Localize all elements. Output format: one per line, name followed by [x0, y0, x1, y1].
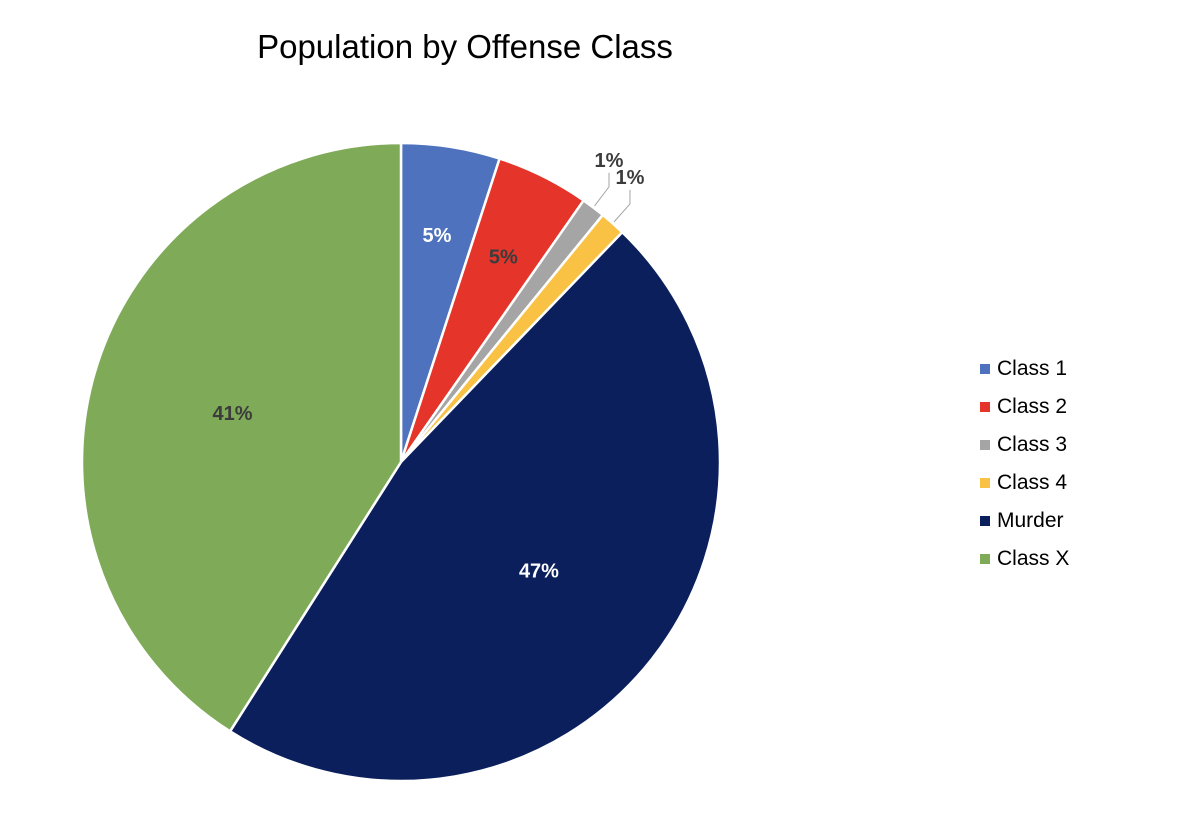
legend-swatch: [980, 554, 990, 564]
slice-label-murder: 47%: [519, 560, 559, 582]
legend-swatch: [980, 402, 990, 412]
legend-label: Murder: [997, 509, 1064, 532]
legend-swatch: [980, 364, 990, 374]
legend: Class 1 Class 2 Class 3 Class 4 Murder Class …: [980, 350, 1069, 578]
leader-line-class-4: [613, 189, 631, 223]
legend-label: Class X: [997, 547, 1070, 570]
pie-slice-class-x: [80, 141, 403, 733]
legend-label: Class 3: [997, 433, 1068, 456]
slice-label-class-1: 5%: [422, 225, 451, 247]
slice-label-class-x: 41%: [213, 403, 253, 425]
legend-item-murder: Murder: [980, 502, 1069, 540]
chart-title: Population by Offense Class: [257, 28, 673, 65]
pie-chart: 5% 5% 1%1% 47% 41%: [80, 141, 722, 783]
leader-line-class-3: [594, 172, 610, 207]
legend-item-class-3: Class 3: [980, 426, 1069, 464]
pie-slice-murder: [228, 230, 722, 783]
legend-label: Class 1: [997, 357, 1068, 380]
legend-item-class-x: Class X: [980, 540, 1069, 578]
legend-label: Class 4: [997, 471, 1068, 494]
slice-label-class-4: 1%: [616, 167, 645, 189]
legend-swatch: [980, 478, 990, 488]
legend-label: Class 2: [997, 395, 1068, 418]
legend-item-class-1: Class 1: [980, 350, 1069, 388]
legend-swatch: [980, 440, 990, 450]
slice-label-class-3: 1%: [595, 150, 624, 172]
legend-swatch: [980, 516, 990, 526]
slice-label-class-2: 5%: [489, 246, 518, 268]
legend-item-class-2: Class 2: [980, 388, 1069, 426]
legend-item-class-4: Class 4: [980, 464, 1069, 502]
